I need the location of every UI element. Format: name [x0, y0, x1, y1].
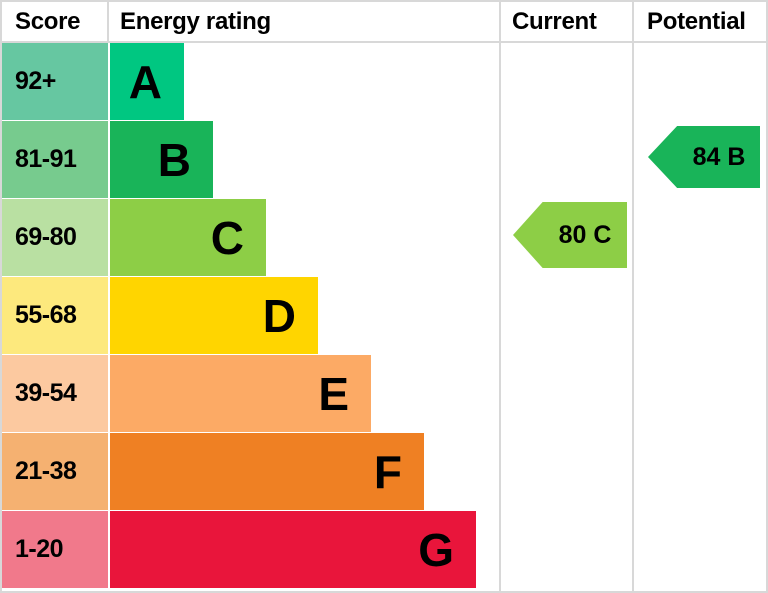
current-rating-label: 80 C [558, 220, 612, 249]
rating-bar: C [110, 199, 266, 276]
score-range-label: 92+ [15, 67, 56, 95]
band-row-c: 69-80 C [2, 199, 499, 276]
score-cell: 21-38 [2, 433, 108, 510]
score-cell: 92+ [2, 43, 108, 120]
header-energy-rating-label: Energy rating [120, 8, 271, 35]
current-rating-arrow: 80 C [513, 202, 627, 268]
potential-rating-arrow: 84 B [648, 126, 760, 188]
potential-column-divider [632, 2, 634, 591]
score-cell: 81-91 [2, 121, 108, 198]
score-range-label: 1-20 [15, 535, 64, 563]
score-column-divider [107, 2, 109, 43]
score-range-label: 21-38 [15, 457, 77, 485]
rating-bar: G [110, 511, 476, 588]
score-cell: 55-68 [2, 277, 108, 354]
rating-bar: A [110, 43, 184, 120]
score-cell: 69-80 [2, 199, 108, 276]
score-cell: 39-54 [2, 355, 108, 432]
rating-bar: F [110, 433, 424, 510]
band-letter: G [418, 523, 454, 576]
band-row-f: 21-38 F [2, 433, 499, 510]
band-letter: C [210, 211, 244, 264]
band-row-a: 92+ A [2, 43, 499, 120]
potential-rating-label: 84 B [692, 142, 746, 171]
band-row-b: 81-91 B [2, 121, 499, 198]
band-letter: D [262, 289, 296, 342]
score-range-label: 55-68 [15, 301, 77, 329]
score-range-label: 69-80 [15, 223, 77, 251]
band-letter: A [128, 55, 162, 108]
band-letter: F [373, 445, 402, 498]
header-current-label: Current [512, 8, 597, 35]
current-column-divider [499, 2, 501, 591]
score-range-label: 81-91 [15, 145, 77, 173]
rating-bar: D [110, 277, 318, 354]
header-potential-label: Potential [647, 8, 746, 35]
header-score-label: Score [15, 8, 81, 35]
band-letter: E [318, 367, 349, 420]
band-letter: B [157, 133, 191, 186]
score-range-label: 39-54 [15, 379, 77, 407]
band-row-d: 55-68 D [2, 277, 499, 354]
header-bottom-divider [2, 41, 766, 43]
rating-bar: E [110, 355, 371, 432]
score-cell: 1-20 [2, 511, 108, 588]
band-row-e: 39-54 E [2, 355, 499, 432]
band-row-g: 1-20 G [2, 511, 499, 588]
rating-bar: B [110, 121, 213, 198]
